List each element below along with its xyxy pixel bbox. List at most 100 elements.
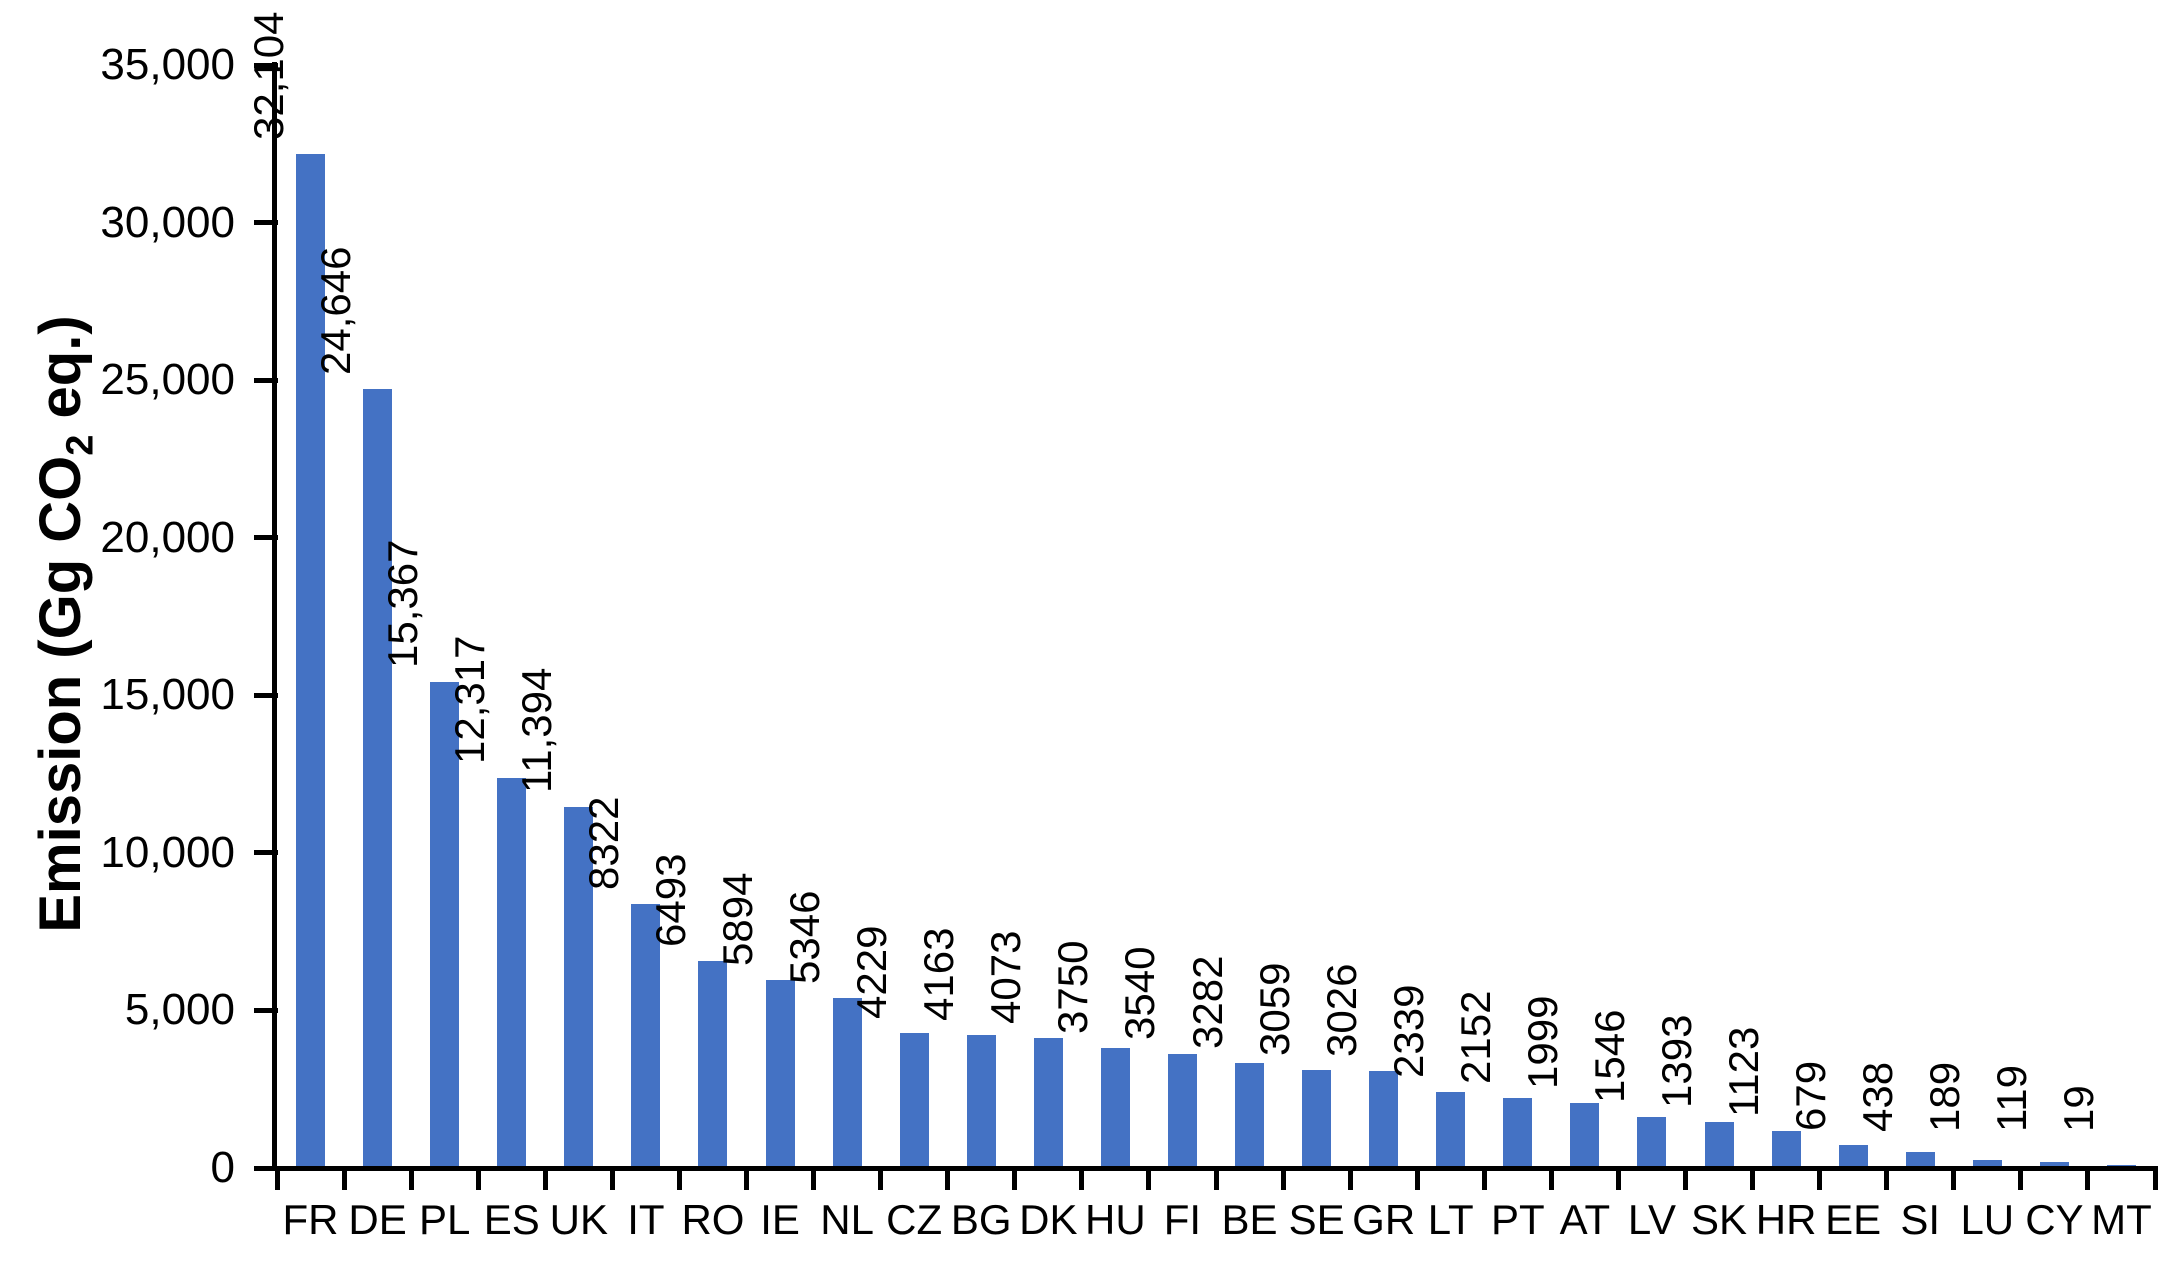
x-category-label: BE [1221, 1196, 1278, 1243]
x-axis-tick [945, 1166, 951, 1190]
bar-value-label: 8322 [579, 796, 627, 890]
x-axis-tick [1414, 1166, 1420, 1190]
bar [966, 1035, 996, 1166]
y-axis-tick [254, 62, 278, 68]
x-category-label: AT [1559, 1196, 1611, 1243]
x-category-label: HR [1755, 1196, 1817, 1243]
bar [765, 980, 795, 1166]
x-category-label: HU [1085, 1196, 1146, 1243]
bar-value-label: 679 [1787, 1060, 1835, 1131]
y-axis-tick [254, 692, 278, 698]
bar-value-label: 4073 [982, 930, 1030, 1024]
bar-value-label: 5894 [714, 872, 762, 966]
bar-value-label: 12,317 [445, 635, 493, 764]
y-axis-tick [254, 377, 278, 383]
bar-value-label: 32,104 [244, 11, 292, 140]
x-category-label: LU [1960, 1196, 2015, 1243]
x-axis-tick [408, 1166, 414, 1190]
x-axis-tick [341, 1166, 347, 1190]
y-axis-tick-label: 35,000 [100, 40, 235, 89]
bar-value-label: 3750 [1049, 940, 1097, 1034]
x-category-label: UK [549, 1196, 608, 1243]
bar-value-label: 11,394 [512, 667, 560, 793]
x-category-label: DE [348, 1196, 407, 1243]
bar [631, 904, 661, 1166]
bar [1704, 1122, 1734, 1166]
bar [564, 807, 594, 1166]
bar-value-label: 4163 [915, 927, 963, 1021]
x-axis-tick [2018, 1166, 2024, 1190]
y-axis-tick-label: 30,000 [100, 197, 235, 247]
bar-value-label: 1999 [1518, 995, 1566, 1089]
x-category-label: SI [1900, 1196, 1941, 1243]
y-axis-tick-label: 20,000 [100, 512, 235, 562]
y-axis-tick-label: 15,000 [100, 670, 235, 720]
bar [430, 682, 460, 1166]
y-axis-tick [254, 535, 278, 541]
bar [1570, 1103, 1600, 1166]
bar [1503, 1098, 1533, 1166]
bar [1637, 1117, 1667, 1166]
bar [1369, 1071, 1399, 1166]
bar-value-label: 5346 [781, 890, 829, 984]
x-axis-tick [676, 1166, 682, 1190]
bar-value-label: 3540 [1116, 946, 1164, 1040]
bar-value-label: 15,367 [378, 539, 426, 668]
x-axis-tick [1683, 1166, 1688, 1190]
bar [1302, 1070, 1332, 1166]
x-category-label: FI [1163, 1196, 1202, 1243]
bar [1771, 1131, 1801, 1166]
bar-value-label: 1123 [1720, 1026, 1768, 1117]
x-category-label: PL [418, 1196, 471, 1243]
x-axis-tick [2085, 1166, 2091, 1190]
bar-value-label: 119 [1988, 1065, 2036, 1132]
bar [1905, 1152, 1935, 1166]
x-category-label: ES [483, 1196, 540, 1243]
bar-value-label: 24,646 [311, 246, 359, 375]
y-axis-tick-label: 5,000 [124, 985, 235, 1035]
x-axis-tick [542, 1166, 548, 1190]
x-axis-tick [811, 1166, 817, 1190]
x-category-label: LV [1627, 1196, 1677, 1243]
y-axis-tick [254, 1007, 278, 1013]
x-category-label: IT [627, 1196, 665, 1243]
y-axis-line [272, 62, 277, 1171]
x-category-label: NL [820, 1196, 874, 1243]
bar [296, 154, 326, 1166]
x-category-label: PT [1490, 1196, 1545, 1243]
x-axis-tick [475, 1166, 481, 1190]
bar [698, 961, 728, 1166]
y-axis-tick [254, 220, 278, 226]
x-axis-tick [1750, 1166, 1756, 1190]
bar [832, 998, 862, 1166]
bar-value-label: 3282 [1183, 955, 1231, 1049]
bar [1972, 1160, 2002, 1166]
x-axis-tick [1079, 1166, 1085, 1190]
x-axis-tick [1146, 1166, 1152, 1190]
x-axis-tick [744, 1166, 749, 1190]
bar [899, 1033, 929, 1166]
bar-value-label: 3059 [1250, 962, 1298, 1056]
x-axis-tick [2152, 1166, 2158, 1190]
x-axis-tick [274, 1166, 280, 1190]
bar-value-label: 6493 [646, 853, 694, 947]
x-category-label: SK [1691, 1196, 1748, 1243]
x-category-label: IE [760, 1196, 800, 1243]
x-axis-tick [1817, 1166, 1823, 1190]
y-axis-tick [254, 1165, 278, 1171]
bar [1100, 1048, 1130, 1166]
bar-value-label: 2339 [1384, 984, 1432, 1078]
x-axis-tick [609, 1166, 615, 1190]
y-axis-tick-label: 25,000 [100, 355, 235, 405]
x-category-label: LT [1427, 1196, 1474, 1243]
x-axis-tick [1884, 1166, 1890, 1190]
bar [1235, 1063, 1265, 1166]
x-category-label: FR [282, 1196, 339, 1243]
bar-value-label: 2152 [1451, 990, 1499, 1084]
x-axis-tick [1213, 1166, 1219, 1190]
bar-value-label: 19 [2055, 1085, 2103, 1132]
x-axis-tick [1548, 1166, 1554, 1190]
bar [2106, 1165, 2136, 1166]
bar [1838, 1145, 1868, 1166]
y-axis-tick [254, 850, 278, 856]
